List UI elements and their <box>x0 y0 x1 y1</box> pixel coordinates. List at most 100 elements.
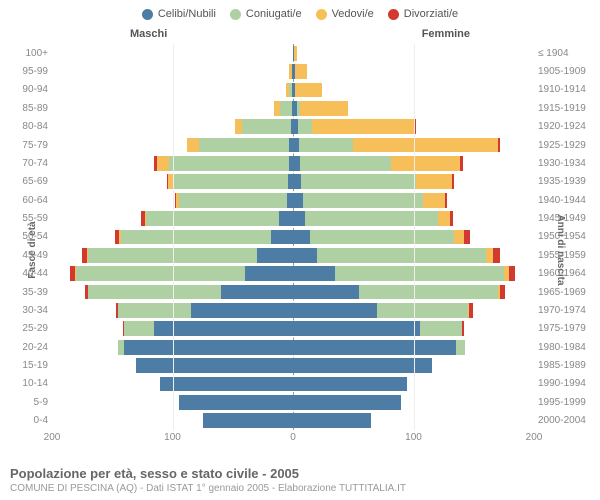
year-label: 1980-1984 <box>538 342 598 353</box>
bar-segment <box>199 138 289 153</box>
bar-segment <box>420 321 462 336</box>
age-label: 25-29 <box>4 323 48 334</box>
year-label: 1915-1919 <box>538 103 598 114</box>
age-label: 90-94 <box>4 84 48 95</box>
bar-segment <box>486 248 493 263</box>
footer: Popolazione per età, sesso e stato civil… <box>10 466 590 494</box>
bar-segment <box>454 230 464 245</box>
bar-segment <box>450 211 454 226</box>
bar-segment <box>300 156 390 171</box>
footer-title: Popolazione per età, sesso e stato civil… <box>10 466 590 481</box>
bar-segment <box>305 211 438 226</box>
year-label: 1985-1989 <box>538 360 598 371</box>
bar-segment <box>293 211 305 226</box>
bar-segment <box>445 193 447 208</box>
bar-segment <box>203 413 293 428</box>
age-label: 20-24 <box>4 342 48 353</box>
bar-segment <box>298 119 312 134</box>
bar-segment <box>359 285 498 300</box>
plot-area: 100+≤ 190495-991905-190990-941910-191485… <box>52 44 534 430</box>
year-label: 1950-1954 <box>538 231 598 242</box>
bar-area <box>52 119 534 134</box>
bar-segment <box>293 193 303 208</box>
bar-segment <box>174 174 288 189</box>
bar-segment <box>293 413 371 428</box>
gridline <box>414 44 415 430</box>
year-label: 1955-1959 <box>538 250 598 261</box>
legend-label: Divorziati/e <box>404 8 458 20</box>
year-label: 1975-1979 <box>538 323 598 334</box>
pyramid-row: 100+≤ 1904 <box>52 44 534 62</box>
age-label: 40-44 <box>4 268 48 279</box>
bar-area <box>52 101 534 116</box>
pyramid-row: 55-591945-1949 <box>52 209 534 227</box>
age-label: 0-4 <box>4 415 48 426</box>
bar-segment <box>500 285 505 300</box>
bar-segment <box>242 119 290 134</box>
bar-segment <box>301 174 415 189</box>
legend-swatch <box>316 9 327 20</box>
bar-area <box>52 395 534 410</box>
bar-segment <box>464 230 470 245</box>
footer-subtitle: COMUNE DI PESCINA (AQ) - Dati ISTAT 1° g… <box>10 483 590 494</box>
bar-segment <box>157 156 169 171</box>
bar-segment <box>377 303 467 318</box>
bar-area <box>52 211 534 226</box>
pyramid-row: 90-941910-1914 <box>52 81 534 99</box>
bar-segment <box>452 174 454 189</box>
x-tick: 0 <box>290 432 296 443</box>
bar-segment <box>279 211 293 226</box>
bar-segment <box>293 248 317 263</box>
year-label: 1990-1994 <box>538 378 598 389</box>
bar-segment <box>293 321 420 336</box>
gridline <box>173 44 174 430</box>
bar-area <box>52 285 534 300</box>
age-label: 75-79 <box>4 140 48 151</box>
bar-segment <box>124 321 154 336</box>
bar-area <box>52 174 534 189</box>
year-label: 1960-1964 <box>538 268 598 279</box>
pyramid-row: 95-991905-1909 <box>52 62 534 80</box>
bar-segment <box>118 303 190 318</box>
bar-segment <box>169 156 290 171</box>
bar-segment <box>293 395 401 410</box>
year-label: 1910-1914 <box>538 84 598 95</box>
bar-segment <box>235 119 242 134</box>
year-label: 1940-1944 <box>538 195 598 206</box>
pyramid-row: 25-291975-1979 <box>52 320 534 338</box>
bar-segment <box>462 321 464 336</box>
pyramid-row: 10-141990-1994 <box>52 375 534 393</box>
pyramid-row: 5-91995-1999 <box>52 393 534 411</box>
bar-segment <box>295 83 322 98</box>
x-tick: 200 <box>526 432 543 443</box>
year-label: ≤ 1904 <box>538 48 598 59</box>
bar-area <box>52 138 534 153</box>
pyramid-row: 0-42000-2004 <box>52 412 534 430</box>
bar-segment <box>293 285 359 300</box>
bar-segment <box>335 266 504 281</box>
bar-segment <box>312 119 414 134</box>
bar-segment <box>391 156 461 171</box>
pyramid-row: 70-741930-1934 <box>52 154 534 172</box>
bar-area <box>52 303 534 318</box>
population-pyramid-chart: Celibi/NubiliConiugati/eVedovi/eDivorzia… <box>0 0 600 500</box>
bar-segment <box>136 358 293 373</box>
bar-segment <box>498 138 500 153</box>
bar-area <box>52 64 534 79</box>
pyramid-row: 50-541950-1954 <box>52 228 534 246</box>
bar-segment <box>310 230 455 245</box>
legend-item: Vedovi/e <box>316 8 374 20</box>
bar-segment <box>293 358 432 373</box>
pyramid-row: 20-241980-1984 <box>52 338 534 356</box>
bar-segment <box>245 266 293 281</box>
pyramid-row: 30-341970-1974 <box>52 301 534 319</box>
bar-segment <box>293 230 310 245</box>
bar-segment <box>493 248 500 263</box>
year-label: 1970-1974 <box>538 305 598 316</box>
pyramid-row: 35-391965-1969 <box>52 283 534 301</box>
age-label: 10-14 <box>4 378 48 389</box>
bar-segment <box>294 46 296 61</box>
bar-segment <box>293 303 377 318</box>
bar-segment <box>456 340 466 355</box>
bar-segment <box>221 285 293 300</box>
